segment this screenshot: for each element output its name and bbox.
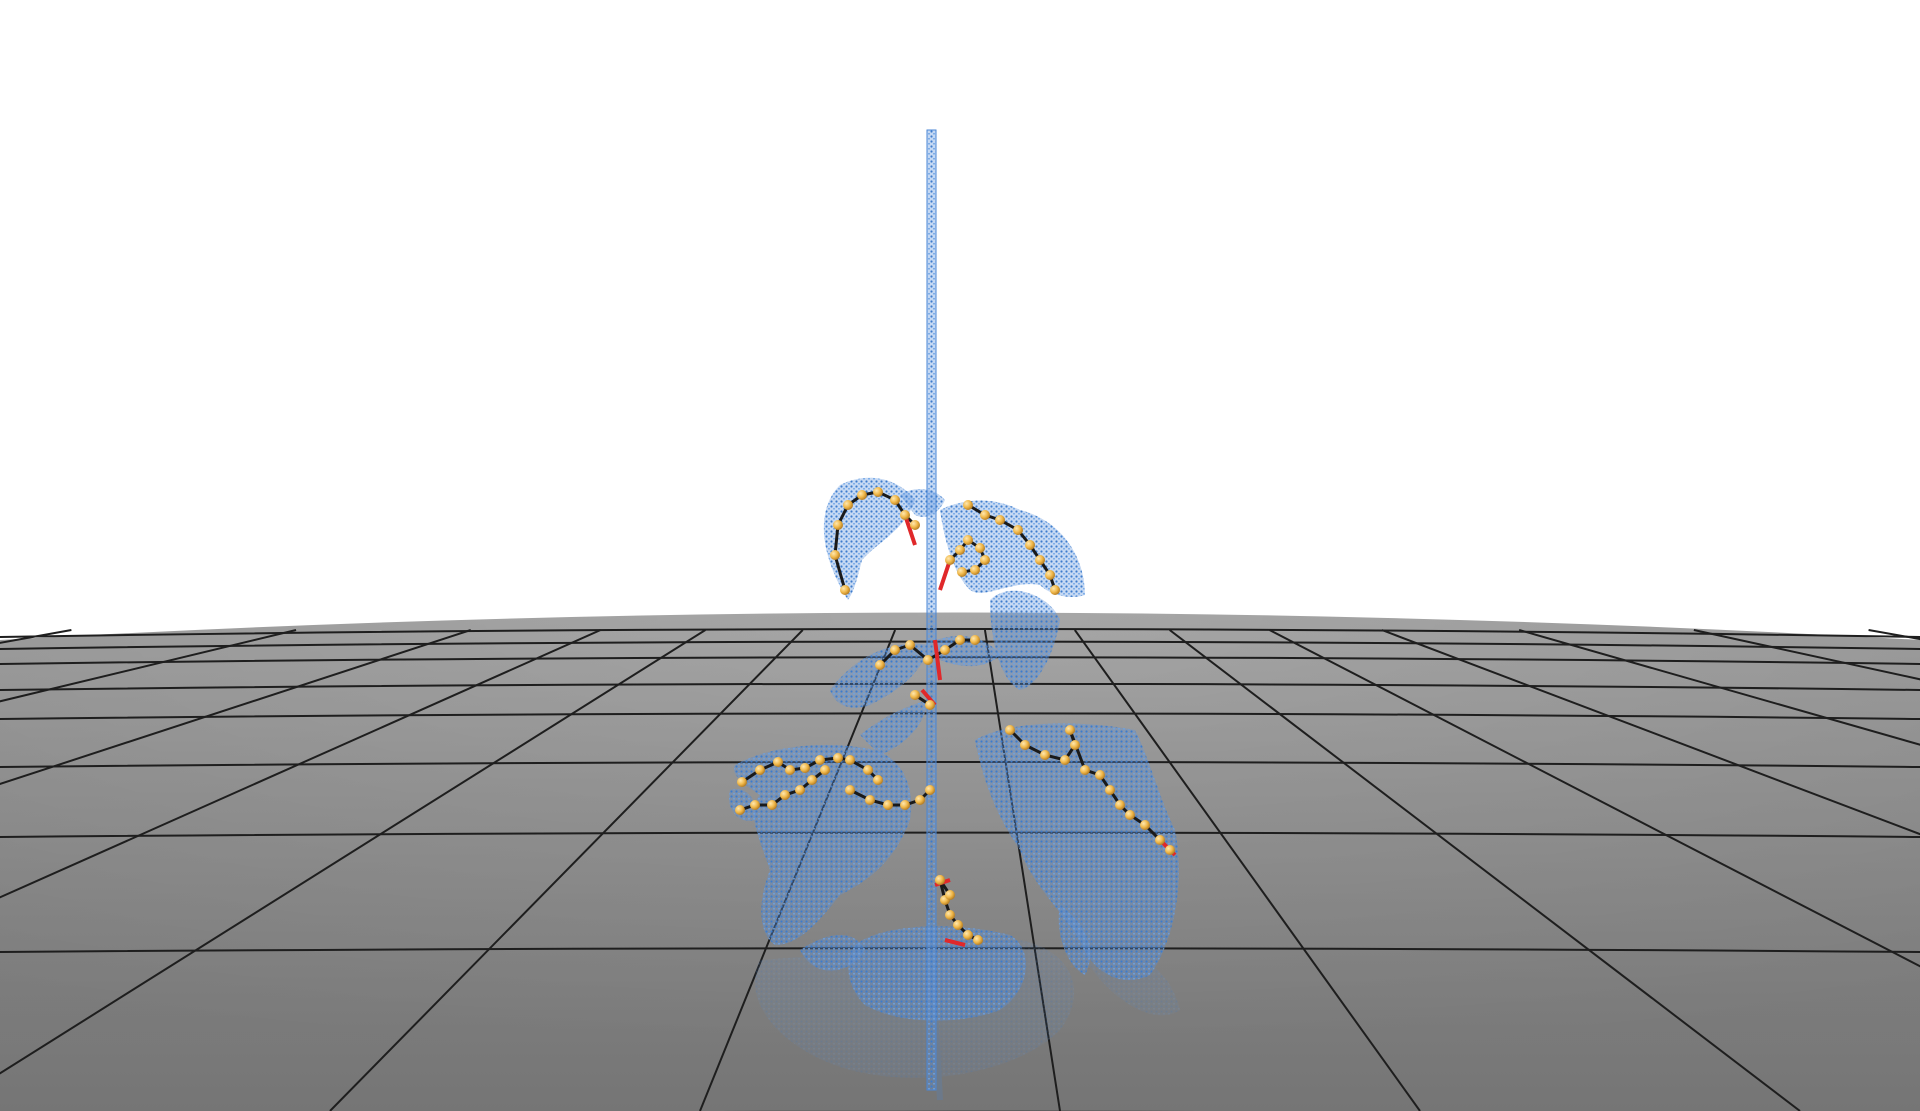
skeleton-node[interactable] bbox=[1025, 540, 1035, 550]
skeleton-node[interactable] bbox=[910, 520, 920, 530]
skeleton-node[interactable] bbox=[1095, 770, 1105, 780]
skeleton-node[interactable] bbox=[945, 555, 955, 565]
skeleton-node[interactable] bbox=[750, 800, 760, 810]
skeleton-node[interactable] bbox=[963, 930, 973, 940]
skeleton-highlight-edge bbox=[944, 938, 966, 947]
skeleton-node[interactable] bbox=[800, 763, 810, 773]
skeleton-node[interactable] bbox=[963, 535, 973, 545]
skeleton-node[interactable] bbox=[785, 765, 795, 775]
leaf-mid-left bbox=[830, 643, 928, 708]
skeleton-node[interactable] bbox=[807, 775, 817, 785]
skeleton-node[interactable] bbox=[873, 775, 883, 785]
skeleton-node[interactable] bbox=[830, 550, 840, 560]
skeleton-node[interactable] bbox=[863, 765, 873, 775]
skeleton-node[interactable] bbox=[843, 500, 853, 510]
skeleton-node[interactable] bbox=[945, 890, 955, 900]
skeleton-node[interactable] bbox=[1065, 725, 1075, 735]
skeleton-node[interactable] bbox=[735, 805, 745, 815]
skeleton-node[interactable] bbox=[780, 790, 790, 800]
skeleton-node[interactable] bbox=[910, 690, 920, 700]
skeleton-node[interactable] bbox=[1035, 555, 1045, 565]
skeleton-node[interactable] bbox=[915, 795, 925, 805]
skeleton-node[interactable] bbox=[883, 800, 893, 810]
vertical-pole bbox=[926, 129, 937, 1091]
leaf-right-upper bbox=[990, 590, 1060, 690]
skeleton-node[interactable] bbox=[1060, 755, 1070, 765]
skeleton-node[interactable] bbox=[767, 800, 777, 810]
skeleton-node[interactable] bbox=[980, 510, 990, 520]
floor-grid bbox=[0, 628, 1920, 1111]
skeleton-node[interactable] bbox=[875, 660, 885, 670]
skeleton-node[interactable] bbox=[1020, 740, 1030, 750]
skeleton-node[interactable] bbox=[975, 543, 985, 553]
skeleton-node[interactable] bbox=[1040, 750, 1050, 760]
skeleton-node[interactable] bbox=[815, 755, 825, 765]
skeleton-node[interactable] bbox=[957, 567, 967, 577]
leaf-top-mid bbox=[900, 488, 945, 517]
skeleton-node[interactable] bbox=[973, 935, 983, 945]
leaf-lower-left bbox=[734, 745, 912, 945]
leaf-base-left bbox=[800, 935, 865, 971]
plant-skeleton[interactable] bbox=[735, 487, 1177, 947]
leaf-base-right bbox=[1058, 905, 1091, 975]
skeleton-node[interactable] bbox=[923, 655, 933, 665]
skeleton-node[interactable] bbox=[963, 500, 973, 510]
leaf-lower-left-tip bbox=[729, 789, 756, 821]
skeleton-node[interactable] bbox=[1165, 845, 1175, 855]
skeleton-edge bbox=[741, 756, 880, 784]
skeleton-node[interactable] bbox=[1080, 765, 1090, 775]
skeleton-node[interactable] bbox=[945, 910, 955, 920]
leaf-mid-left-2 bbox=[860, 700, 928, 755]
skeleton-node[interactable] bbox=[935, 875, 945, 885]
skeleton-node[interactable] bbox=[955, 545, 965, 555]
skeleton-highlight-edge bbox=[933, 639, 942, 681]
skeleton-node[interactable] bbox=[865, 795, 875, 805]
skeleton-node[interactable] bbox=[900, 510, 910, 520]
skeleton-node[interactable] bbox=[873, 487, 883, 497]
skeleton-node[interactable] bbox=[795, 785, 805, 795]
skeleton-node[interactable] bbox=[905, 640, 915, 650]
skeleton-node[interactable] bbox=[1005, 725, 1015, 735]
skeleton-node[interactable] bbox=[1125, 810, 1135, 820]
skeleton-node[interactable] bbox=[1045, 570, 1055, 580]
leaf-lower-right bbox=[975, 723, 1179, 981]
skeleton-node[interactable] bbox=[845, 785, 855, 795]
skeleton-node[interactable] bbox=[1140, 820, 1150, 830]
skeleton-node[interactable] bbox=[890, 495, 900, 505]
skeleton-highlight-edge bbox=[938, 559, 952, 591]
pot-base bbox=[848, 926, 1027, 1021]
skeleton-node[interactable] bbox=[925, 785, 935, 795]
skeleton-node[interactable] bbox=[833, 520, 843, 530]
skeleton-node[interactable] bbox=[1155, 835, 1165, 845]
skeleton-node[interactable] bbox=[820, 765, 830, 775]
skeleton-node[interactable] bbox=[1105, 785, 1115, 795]
skeleton-highlight-edge bbox=[903, 514, 917, 546]
skeleton-node[interactable] bbox=[980, 555, 990, 565]
skeleton-node[interactable] bbox=[1050, 585, 1060, 595]
leaf-mid-right bbox=[936, 635, 1000, 667]
skeleton-node[interactable] bbox=[995, 515, 1005, 525]
skeleton-node[interactable] bbox=[970, 565, 980, 575]
skeleton-node[interactable] bbox=[857, 490, 867, 500]
skeleton-node[interactable] bbox=[925, 700, 935, 710]
skeleton-node[interactable] bbox=[773, 757, 783, 767]
skeleton-node[interactable] bbox=[900, 800, 910, 810]
skeleton-node[interactable] bbox=[1115, 800, 1125, 810]
skeleton-node[interactable] bbox=[953, 920, 963, 930]
skeleton-node[interactable] bbox=[955, 635, 965, 645]
skeleton-node[interactable] bbox=[1013, 525, 1023, 535]
skeleton-node[interactable] bbox=[755, 765, 765, 775]
ground-plane bbox=[0, 612, 1920, 1111]
skeleton-node[interactable] bbox=[737, 777, 747, 787]
skeleton-node[interactable] bbox=[840, 585, 850, 595]
skeleton-node[interactable] bbox=[1070, 740, 1080, 750]
skeleton-node[interactable] bbox=[970, 635, 980, 645]
skeleton-node[interactable] bbox=[890, 645, 900, 655]
skeleton-node[interactable] bbox=[940, 645, 950, 655]
skeleton-node[interactable] bbox=[833, 753, 843, 763]
skeleton-node[interactable] bbox=[845, 755, 855, 765]
